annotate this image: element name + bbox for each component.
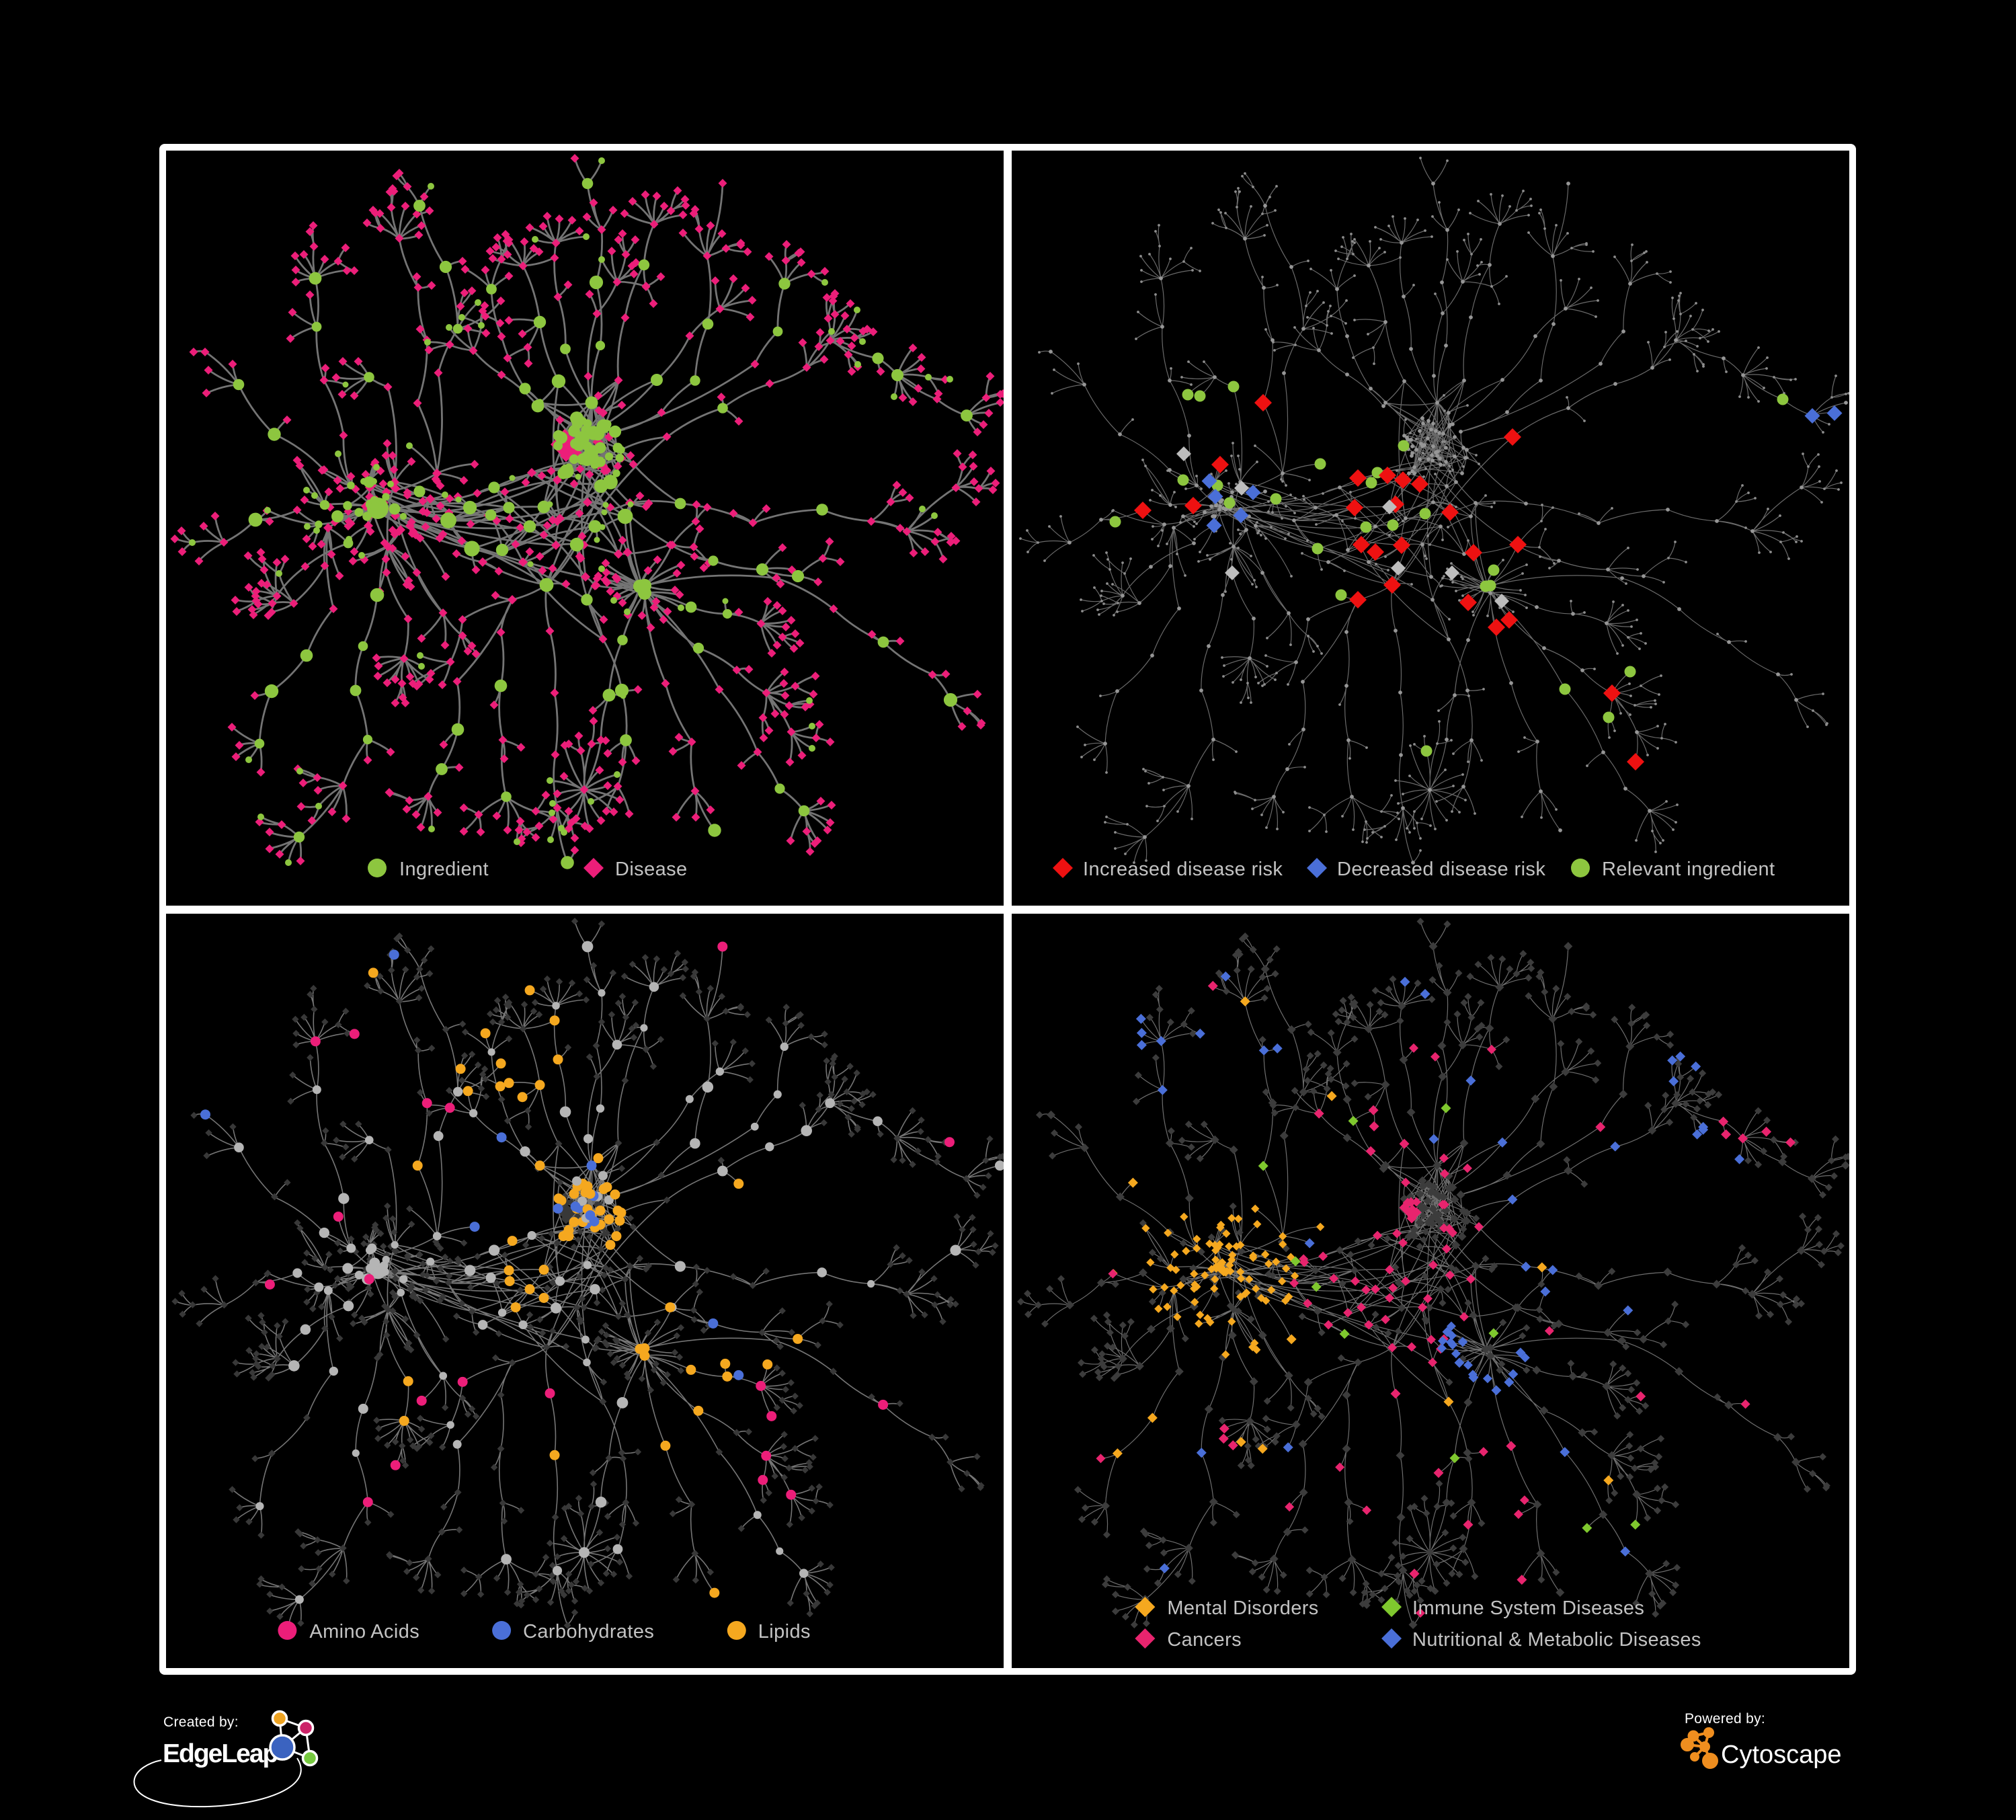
svg-text:Mental Disorders: Mental Disorders [1167,1597,1318,1619]
svg-text:Disease: Disease [615,859,688,880]
svg-text:Ingredient: Ingredient [399,859,489,880]
svg-text:Cytoscape: Cytoscape [1721,1741,1842,1769]
svg-text:Immune System Diseases: Immune System Diseases [1412,1597,1644,1619]
svg-text:Amino Acids: Amino Acids [309,1621,419,1643]
svg-text:Carbohydrates: Carbohydrates [523,1621,654,1643]
svg-text:EdgeLeap: EdgeLeap [163,1739,278,1768]
svg-text:Relevant ingredient: Relevant ingredient [1602,859,1775,880]
svg-text:Decreased disease risk: Decreased disease risk [1337,859,1545,880]
svg-text:Increased disease risk: Increased disease risk [1083,859,1283,880]
svg-text:Cancers: Cancers [1167,1629,1242,1651]
svg-text:Nutritional & Metabolic Diseas: Nutritional & Metabolic Diseases [1412,1629,1701,1651]
svg-text:Created by:: Created by: [163,1714,239,1730]
svg-text:Powered by:: Powered by: [1685,1711,1765,1727]
svg-text:Lipids: Lipids [758,1621,811,1643]
